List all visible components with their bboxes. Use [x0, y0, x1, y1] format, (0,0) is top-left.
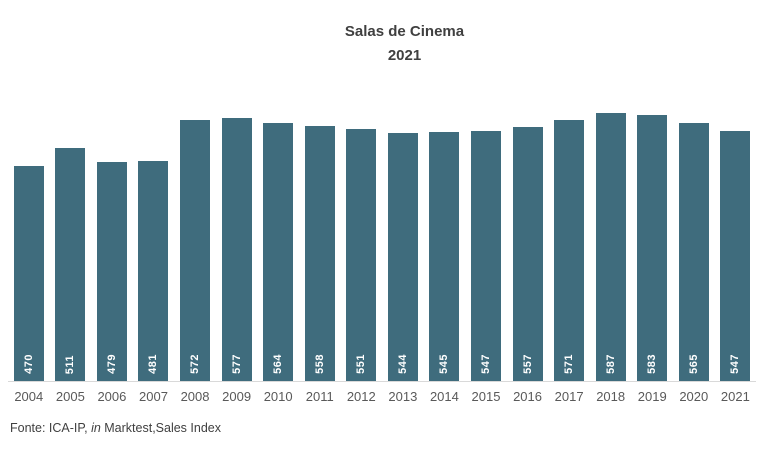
bar-value-label: 547 [729, 354, 742, 374]
bar-cell: 479 [91, 107, 133, 381]
bar-2004: 470 [13, 166, 44, 381]
x-axis-tick-label: 2012 [346, 389, 376, 404]
bar-cell: 547 [715, 107, 757, 381]
x-axis-line [8, 381, 756, 382]
bar-cell: 557 [507, 107, 549, 381]
bar-2005: 511 [55, 147, 86, 381]
x-axis-tick-label: 2004 [14, 389, 44, 404]
bar-cell: 470 [8, 107, 50, 381]
bar-cell: 587 [590, 107, 632, 381]
bar-value-label: 558 [313, 354, 326, 374]
x-axis-tick-label: 2006 [97, 389, 127, 404]
bar-value-label: 479 [105, 354, 118, 374]
x-axis-tick-label: 2009 [222, 389, 252, 404]
bar-2012: 551 [346, 129, 377, 381]
bar-value-label: 587 [604, 354, 617, 374]
bar-value-label: 511 [64, 354, 77, 374]
x-axis-tick-label: 2013 [388, 389, 418, 404]
bar-cell: 544 [382, 107, 424, 381]
bar-2019: 583 [637, 114, 668, 381]
bar-cell: 572 [174, 107, 216, 381]
bar-cell: 577 [216, 107, 258, 381]
bar-2010: 564 [263, 123, 294, 381]
bar-2015: 547 [470, 131, 501, 381]
bar-2020: 565 [678, 123, 709, 381]
x-axis-tick-label: 2019 [637, 389, 667, 404]
bar-cell: 547 [465, 107, 507, 381]
bar-value-label: 557 [521, 354, 534, 374]
bar-value-label: 564 [272, 354, 285, 374]
bar-cell: 564 [257, 107, 299, 381]
x-axis-tick-label: 2010 [263, 389, 293, 404]
bar-cell: 583 [631, 107, 673, 381]
bar-value-label: 577 [230, 354, 243, 374]
chart-title-block: Salas de Cinema 2021 [0, 20, 764, 68]
bar-2017: 571 [554, 120, 585, 381]
bar-cell: 511 [50, 107, 92, 381]
x-axis-tick-label: 2020 [679, 389, 709, 404]
bar-value-label: 571 [563, 354, 576, 374]
chart-title: Salas de Cinema [344, 23, 465, 40]
bar-cell: 571 [548, 107, 590, 381]
source-note-italic: in [91, 421, 101, 435]
bar-2013: 544 [387, 132, 418, 381]
bar-value-label: 565 [687, 354, 700, 374]
bar-value-label: 470 [22, 354, 35, 374]
bar-value-label: 547 [479, 354, 492, 374]
chart-subtitle: 2021 [387, 47, 422, 64]
bar-2014: 545 [429, 132, 460, 381]
bar-value-label: 544 [396, 354, 409, 374]
bars-container: 470 511 479 481 572 577 564 558 551 544 545 547 557 5… [8, 107, 756, 381]
bar-2011: 558 [304, 126, 335, 381]
bar-2007: 481 [138, 161, 169, 381]
x-axis-tick-label: 2021 [720, 389, 750, 404]
bar-2008: 572 [180, 119, 211, 381]
bar-value-label: 583 [646, 354, 659, 374]
x-axis-tick-label: 2011 [305, 389, 334, 404]
bar-2006: 479 [96, 162, 127, 381]
source-note: Fonte: ICA-IP, in Marktest,Sales Index [10, 421, 221, 435]
source-note-prefix: Fonte: ICA-IP, [10, 421, 92, 435]
x-axis-tick-label: 2018 [596, 389, 626, 404]
bar-value-label: 572 [189, 354, 202, 374]
bar-value-label: 551 [355, 354, 368, 374]
bar-2021: 547 [720, 131, 751, 381]
bar-cell: 545 [424, 107, 466, 381]
x-axis-tick-label: 2014 [429, 389, 459, 404]
x-axis-tick-label: 2007 [139, 389, 168, 404]
bar-value-label: 481 [147, 354, 160, 374]
plot-area: 470 511 479 481 572 577 564 558 551 544 545 547 557 5… [8, 107, 756, 404]
bar-cell: 551 [341, 107, 383, 381]
x-axis-tick-label: 2005 [55, 389, 85, 404]
x-axis-tick-label: 2008 [180, 389, 210, 404]
source-note-suffix: Marktest,Sales Index [100, 421, 221, 435]
bar-2016: 557 [512, 126, 543, 381]
x-axis-tick-label: 2017 [554, 389, 584, 404]
bar-cell: 481 [133, 107, 175, 381]
x-axis-tick-labels: 2004 2005 2006 2007 2008 2009 2010 2011 2012 2013… [8, 389, 756, 404]
x-axis-tick-label: 2016 [513, 389, 542, 404]
bar-cell: 565 [673, 107, 715, 381]
bar-value-label: 545 [438, 354, 451, 374]
x-axis-tick-label: 2015 [471, 389, 501, 404]
bar-2009: 577 [221, 117, 252, 381]
bar-2018: 587 [595, 112, 626, 381]
bar-cell: 558 [299, 107, 341, 381]
